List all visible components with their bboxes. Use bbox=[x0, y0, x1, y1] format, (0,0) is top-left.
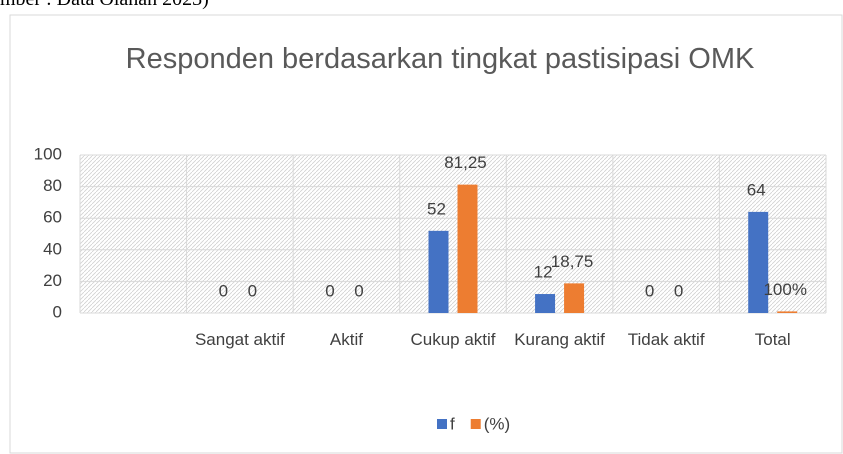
bar bbox=[564, 283, 585, 313]
plot-area bbox=[80, 155, 826, 313]
x-tick-label: Total bbox=[754, 330, 791, 349]
data-label: 0 bbox=[645, 281, 654, 300]
x-tick-label: Aktif bbox=[329, 330, 363, 349]
data-label: 0 bbox=[354, 281, 363, 300]
data-label: 0 bbox=[325, 281, 334, 300]
x-tick-label: Sangat aktif bbox=[194, 330, 285, 349]
x-tick-label: Cukup aktif bbox=[410, 330, 496, 349]
y-tick-label: 60 bbox=[43, 208, 62, 227]
y-tick-label: 100 bbox=[34, 144, 62, 163]
data-label: 12 bbox=[534, 263, 553, 282]
data-label: 64 bbox=[747, 180, 766, 199]
data-label: 81,25 bbox=[444, 153, 487, 172]
bar bbox=[777, 311, 798, 313]
bar bbox=[748, 211, 769, 313]
chart-frame bbox=[9, 14, 843, 454]
bar bbox=[428, 230, 449, 313]
data-label: 18,75 bbox=[551, 252, 594, 271]
bar bbox=[457, 184, 478, 313]
chart-title: Responden berdasarkan tingkat pastisipas… bbox=[125, 43, 755, 75]
data-label: 0 bbox=[248, 281, 257, 300]
data-label: 0 bbox=[219, 281, 228, 300]
y-tick-label: 80 bbox=[43, 176, 62, 195]
caption: mber : Data Olahan 2023) bbox=[0, 0, 209, 11]
x-tick-label: Kurang aktif bbox=[514, 330, 605, 349]
legend-swatch bbox=[470, 419, 481, 429]
y-tick-label: 40 bbox=[43, 239, 62, 258]
legend-label: f bbox=[450, 414, 455, 433]
data-label: 52 bbox=[427, 199, 446, 218]
legend-label: (%) bbox=[484, 414, 510, 433]
y-tick-label: 20 bbox=[43, 271, 62, 290]
data-label: 100% bbox=[763, 280, 806, 299]
data-label: 0 bbox=[674, 281, 683, 300]
y-tick-label: 0 bbox=[53, 302, 62, 321]
x-tick-label: Tidak aktif bbox=[627, 330, 705, 349]
bar bbox=[535, 294, 556, 313]
legend-swatch bbox=[437, 419, 447, 429]
